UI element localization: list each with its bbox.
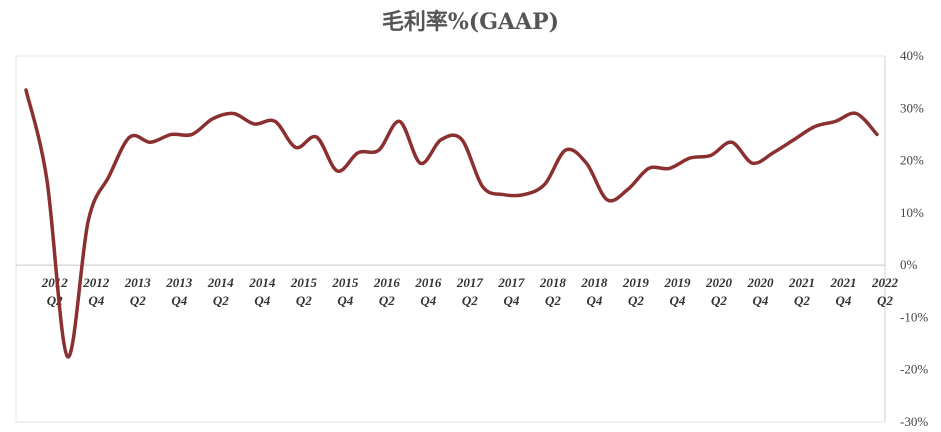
x-tick-label: 2021 Q4	[829, 275, 856, 308]
x-tick-quarter: Q4	[836, 293, 852, 308]
x-tick-year: 2015	[290, 275, 318, 290]
x-tick-label: 2016 Q4	[414, 275, 442, 308]
x-tick-year: 2018	[580, 275, 608, 290]
x-tick-year: 2018	[539, 275, 567, 290]
x-tick-quarter: Q2	[711, 293, 727, 308]
plot-area-frame	[15, 55, 886, 423]
x-tick-quarter: Q2	[130, 293, 146, 308]
x-tick-year: 2021	[788, 275, 815, 290]
x-tick-labels: 2012Q22012Q42013Q22013Q42014Q22014Q42015…	[41, 275, 899, 308]
x-tick-label: 2014 Q4	[248, 275, 276, 308]
y-tick-label: -20%	[900, 362, 928, 377]
x-tick-label: 2021 Q2	[788, 275, 815, 308]
x-tick-year: 2013	[165, 275, 193, 290]
x-tick-quarter: Q2	[462, 293, 478, 308]
y-tick-label: -10%	[900, 309, 928, 324]
x-tick-quarter: Q4	[753, 293, 769, 308]
x-tick-year: 2012	[41, 275, 69, 290]
y-tick-label: 0%	[900, 257, 918, 272]
x-tick-year: 2012	[82, 275, 110, 290]
y-tick-label: 30%	[900, 100, 924, 115]
y-tick-labels: 40% 30% 20% 10% 0% -10% -20% -30%	[900, 48, 928, 429]
x-tick-label: 2017 Q2	[456, 275, 484, 308]
x-tick-quarter: Q4	[503, 293, 519, 308]
x-tick-label: 2014 Q2	[207, 275, 235, 308]
y-tick-label: 20%	[900, 153, 924, 168]
y-tick-label: 10%	[900, 205, 924, 220]
x-tick-label: 2018 Q2	[539, 275, 567, 308]
x-tick-label: 2019 Q4	[663, 275, 691, 308]
x-tick-year: 2021	[829, 275, 856, 290]
x-tick-label: 2020 Q2	[705, 275, 733, 308]
x-tick-label: 2013 Q4	[165, 275, 193, 308]
x-tick-year: 2020	[705, 275, 733, 290]
x-tick-label: 2012 Q4	[82, 275, 110, 308]
x-tick-quarter: Q2	[296, 293, 312, 308]
x-tick-quarter: Q4	[254, 293, 270, 308]
x-tick-label: 2018 Q4	[580, 275, 608, 308]
x-tick-quarter: Q2	[628, 293, 644, 308]
x-tick-quarter: Q2	[545, 293, 561, 308]
x-tick-label: 2015 Q4	[331, 275, 359, 308]
x-tick-year: 2019	[663, 275, 691, 290]
x-tick-year: 2014	[207, 275, 235, 290]
x-tick-label: 2022 Q2	[871, 275, 899, 308]
x-tick-year: 2014	[248, 275, 276, 290]
x-tick-quarter: Q4	[88, 293, 104, 308]
x-tick-quarter: Q2	[877, 293, 893, 308]
x-tick-quarter: Q4	[669, 293, 685, 308]
x-tick-year: 2020	[746, 275, 774, 290]
x-tick-label: 2015 Q2	[290, 275, 318, 308]
chart-title: 毛利率%(GAAP)	[381, 9, 560, 35]
x-tick-quarter: Q2	[213, 293, 229, 308]
x-tick-quarter: Q4	[420, 293, 436, 308]
x-tick-quarter: Q4	[337, 293, 353, 308]
x-tick-year: 2017	[497, 275, 525, 290]
x-tick-year: 2015	[331, 275, 359, 290]
y-tick-label: -30%	[900, 414, 928, 429]
x-tick-quarter: Q2	[379, 293, 395, 308]
x-tick-label: 2020 Q4	[746, 275, 774, 308]
x-tick-year: 2017	[456, 275, 484, 290]
x-tick-quarter: Q4	[171, 293, 187, 308]
x-tick-label: 2013 Q2	[124, 275, 152, 308]
x-tick-quarter: Q4	[586, 293, 602, 308]
x-tick-year: 2019	[622, 275, 650, 290]
y-tick-label: 40%	[900, 48, 924, 63]
x-tick-year: 2016	[373, 275, 401, 290]
x-tick-year: 2013	[124, 275, 152, 290]
gross-margin-line	[24, 88, 879, 359]
x-tick-label: 2019 Q2	[622, 275, 650, 308]
x-tick-year: 2022	[871, 275, 899, 290]
x-tick-label: 2016 Q2	[373, 275, 401, 308]
x-tick-label: 2017 Q4	[497, 275, 525, 308]
x-tick-year: 2016	[414, 275, 442, 290]
x-tick-quarter: Q2	[794, 293, 810, 308]
